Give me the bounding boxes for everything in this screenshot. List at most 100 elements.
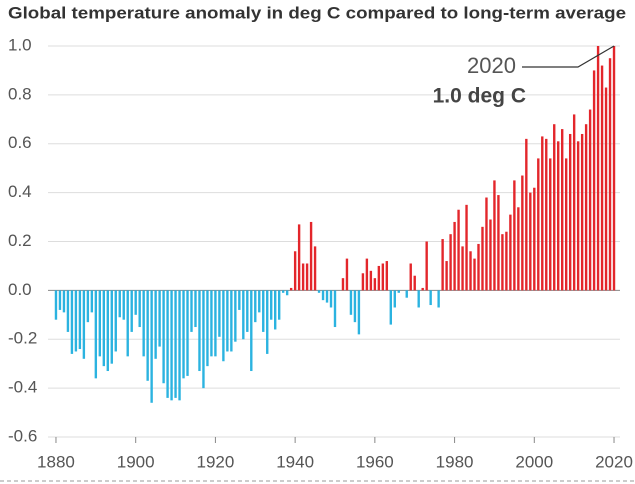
x-tick-label: 1900 [117,452,155,471]
annotation-leader [522,45,615,68]
bar [174,290,177,398]
x-tick-label: 1960 [356,452,394,471]
bar [413,275,416,291]
bar [505,231,508,291]
bar [58,290,62,310]
bar [473,258,476,291]
bar [214,290,217,357]
bar [568,133,572,291]
bar [441,239,444,291]
bar [74,290,78,352]
bar [576,141,580,291]
bar [202,290,205,389]
bar [277,290,281,320]
bar [309,221,313,291]
bar [481,226,484,291]
bar [596,46,600,291]
bar [449,234,452,291]
bar [230,290,233,352]
bar [162,290,165,384]
bar [501,234,504,291]
bar [509,214,512,291]
annotation-value: 1.0 deg C [433,85,526,108]
y-tick-label: 0.8 [8,84,32,103]
bar [493,180,496,291]
bar [114,290,117,352]
bar [549,158,552,291]
chart-title: Global temperature anomaly in deg C comp… [8,3,626,22]
bar [305,263,309,291]
bar [425,241,428,291]
bar [521,175,524,291]
bar [98,290,102,357]
bar [397,290,400,293]
bar [178,290,181,401]
y-tick-label: 0.6 [8,133,32,152]
bar [142,290,145,357]
bar [242,290,245,340]
bar [254,290,257,323]
bar [497,195,500,291]
bar [238,290,241,310]
bar [461,246,464,291]
bar [457,209,460,291]
bar [94,290,98,379]
bar [417,290,420,308]
bar [529,192,532,291]
bar [86,290,90,323]
bar [453,221,456,291]
bar [126,290,129,357]
bar [345,258,349,291]
bar [377,265,381,291]
bar [445,261,448,291]
bar [409,263,412,291]
bar [222,290,225,362]
bar [333,290,337,328]
bar [186,290,189,376]
bar [206,290,209,367]
bar [421,287,424,291]
bar [541,136,544,291]
bar [210,290,213,357]
bar [465,204,468,291]
bar [158,290,161,347]
y-tick-label: -0.4 [8,378,37,397]
bar [62,290,66,313]
bar [150,290,153,403]
bar [78,290,82,350]
bar [469,251,472,291]
bar [349,290,353,315]
bar [281,290,285,293]
y-tick-label: 1.0 [8,35,32,54]
bar [118,290,121,318]
bar [234,290,237,342]
bar [545,138,548,291]
bar [190,290,193,332]
bar [70,290,74,354]
bar [138,290,141,328]
bar [584,124,588,291]
bar [361,273,365,291]
bar [365,258,369,291]
bar [564,158,568,291]
y-tick-label: -0.2 [8,329,37,348]
bar [270,290,273,320]
x-tick-label: 2020 [595,452,633,471]
bar [134,290,137,315]
bar [608,58,612,291]
x-tick-label: 1880 [37,452,75,471]
bar [600,65,604,291]
bar [106,290,109,372]
bar [218,290,221,337]
bar [313,246,317,291]
bar [122,290,125,320]
annotation-label: 2020 [467,53,516,78]
bar [198,290,201,372]
bar [170,290,173,401]
bar [82,290,86,359]
y-tick-label: -0.6 [8,426,37,445]
bar [301,263,305,291]
bar [250,290,253,372]
